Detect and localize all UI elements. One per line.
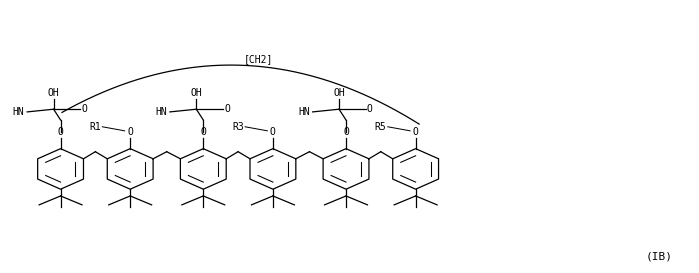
Text: OH: OH: [333, 88, 345, 98]
Text: OH: OH: [48, 88, 59, 98]
Text: R1: R1: [89, 122, 101, 132]
Text: O: O: [224, 104, 230, 114]
Text: O: O: [343, 127, 349, 137]
Text: HN: HN: [155, 107, 167, 117]
Text: O: O: [201, 127, 206, 137]
Text: O: O: [367, 104, 373, 114]
Text: O: O: [82, 104, 87, 114]
Text: OH: OH: [190, 88, 202, 98]
Text: HN: HN: [298, 107, 310, 117]
Text: O: O: [270, 127, 276, 137]
Text: [CH2]: [CH2]: [244, 54, 273, 64]
Text: HN: HN: [13, 107, 24, 117]
Text: O: O: [57, 127, 64, 137]
Text: (IB): (IB): [646, 252, 673, 262]
Text: O: O: [127, 127, 133, 137]
Text: R5: R5: [375, 122, 387, 132]
Text: O: O: [412, 127, 419, 137]
Text: R3: R3: [232, 122, 244, 132]
